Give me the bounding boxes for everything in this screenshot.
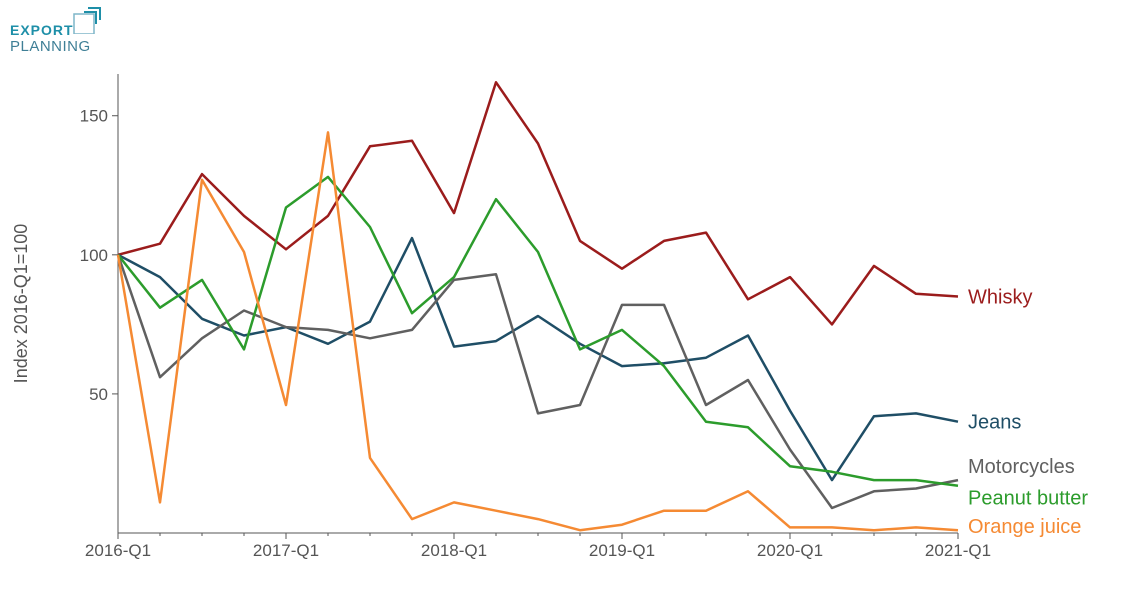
- x-tick-label: 2017-Q1: [253, 541, 319, 560]
- export-planning-logo: EXPORT PLANNING: [10, 4, 120, 56]
- chart-axes: 50 100 150 2016-Q1 2017-Q1 2018-Q1 2019-Q1 2020…: [11, 74, 991, 560]
- x-tick-label: 2021-Q1: [925, 541, 991, 560]
- series-label-orange-juice: Orange juice: [968, 516, 1081, 538]
- series-labels: Whisky Jeans Motorcycles Peanut butter Orang…: [968, 287, 1088, 539]
- y-axis-label: Index 2016-Q1=100: [11, 224, 31, 384]
- y-tick-label: 100: [80, 246, 108, 265]
- series-label-whisky: Whisky: [968, 287, 1032, 309]
- series-line-whisky: [117, 81, 959, 326]
- series-line-jeans: [117, 236, 959, 482]
- x-tick-label: 2016-Q1: [85, 541, 151, 560]
- series-line-motorcycles: [116, 254, 959, 510]
- x-tick-label: 2020-Q1: [757, 541, 823, 560]
- logo-text-planning: PLANNING: [10, 38, 91, 55]
- series-lines: [116, 81, 959, 532]
- y-tick-label: 150: [80, 107, 108, 126]
- logo-text-export: EXPORT: [10, 22, 74, 38]
- y-tick-label: 50: [89, 385, 108, 404]
- series-line-orange-juice: [116, 131, 959, 532]
- series-label-jeans: Jeans: [968, 412, 1021, 434]
- logo-mark-icon: [73, 7, 101, 34]
- series-label-motorcycles: Motorcycles: [968, 456, 1075, 478]
- x-tick-label: 2019-Q1: [589, 541, 655, 560]
- series-label-peanut-butter: Peanut butter: [968, 488, 1088, 510]
- series-line-peanut-butter: [117, 175, 959, 487]
- x-tick-label: 2018-Q1: [421, 541, 487, 560]
